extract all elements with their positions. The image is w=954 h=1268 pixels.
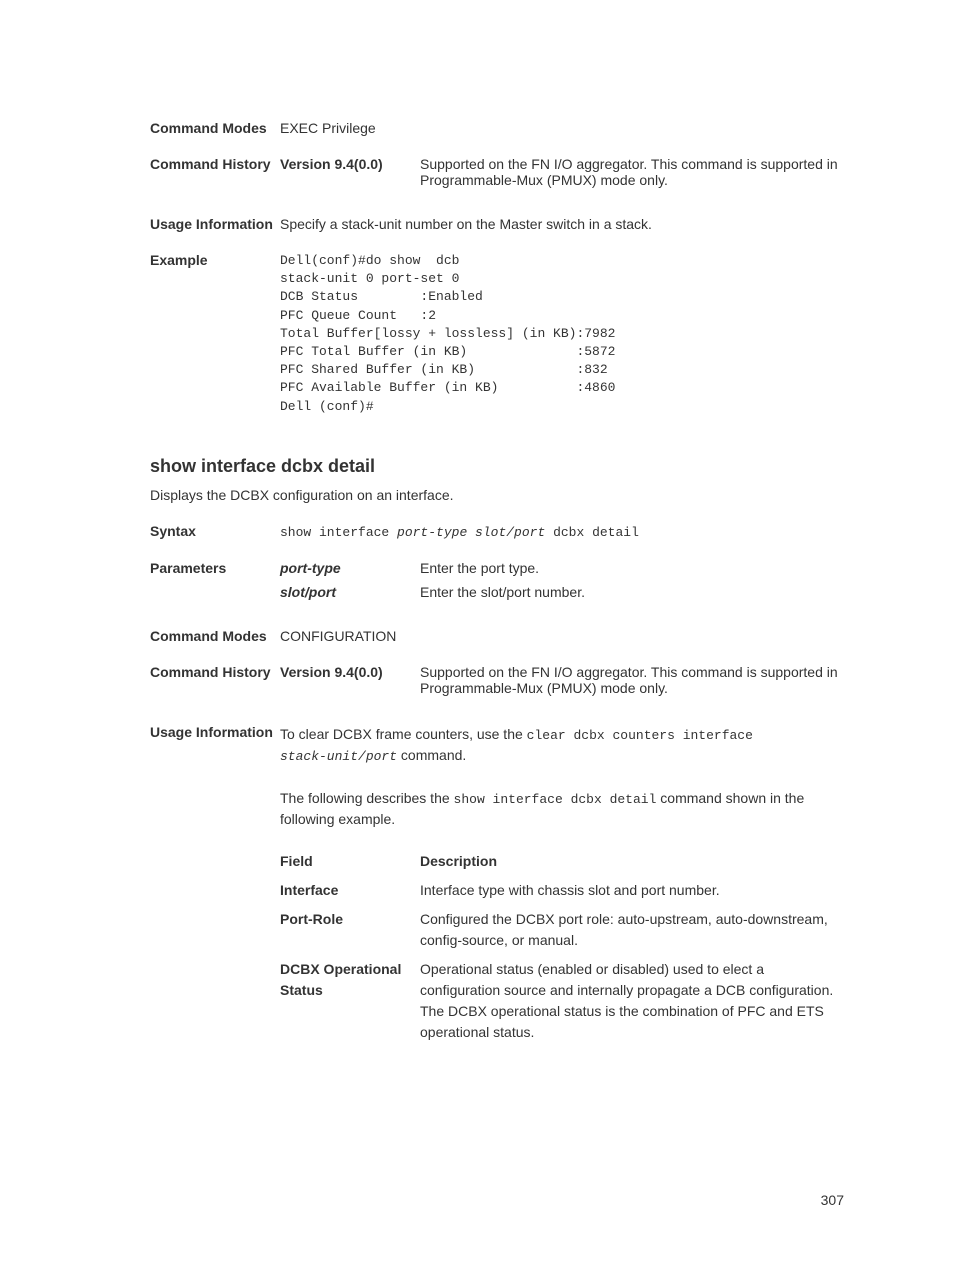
usage-2-code: stack-unit/port xyxy=(280,749,397,764)
usage-paragraph-2: The following describes the show interfa… xyxy=(280,788,844,831)
section-command-modes-row: Command Modes CONFIGURATION xyxy=(150,628,844,644)
parameters-row: Parameters port-type Enter the port type… xyxy=(150,560,844,608)
usage-3-code: show interface dcbx detail xyxy=(454,792,657,807)
history-version: Version 9.4(0.0) xyxy=(280,156,420,188)
desc-header: Description xyxy=(420,851,844,872)
example-label: Example xyxy=(150,252,280,416)
usage-2-tail: command. xyxy=(397,747,466,763)
page-container: Command Modes EXEC Privilege Command His… xyxy=(0,0,954,1268)
syntax-value: show interface port-type slot/port dcbx … xyxy=(280,525,639,540)
section-desc: Displays the DCBX configuration on an in… xyxy=(150,487,844,503)
field-portrole-desc: Configured the DCBX port role: auto-upst… xyxy=(420,909,844,951)
param-port-type-desc: Enter the port type. xyxy=(420,560,844,576)
usage-info-text: Specify a stack-unit number on the Maste… xyxy=(280,216,844,232)
parameters-label: Parameters xyxy=(150,560,280,608)
section-history-text: Supported on the FN I/O aggregator. This… xyxy=(420,664,844,696)
param-slot-port: slot/port xyxy=(280,584,420,600)
command-history-label: Command History xyxy=(150,156,280,196)
example-code: Dell(conf)#do show dcb stack-unit 0 port… xyxy=(280,252,844,416)
section-command-history-row: Command History Version 9.4(0.0) Support… xyxy=(150,664,844,704)
field-portrole: Port-Role xyxy=(280,909,420,951)
section-command-modes-label: Command Modes xyxy=(150,628,280,644)
section-title: show interface dcbx detail xyxy=(150,456,844,477)
history-text: Supported on the FN I/O aggregator. This… xyxy=(420,156,844,188)
field-header: Field xyxy=(280,851,420,872)
field-interface: Interface xyxy=(280,880,420,901)
usage-info-label: Usage Information xyxy=(150,216,280,232)
command-history-row: Command History Version 9.4(0.0) Support… xyxy=(150,156,844,196)
usage-paragraph-1: To clear DCBX frame counters, use the cl… xyxy=(280,724,844,767)
usage-3a: The following describes the xyxy=(280,790,454,806)
command-modes-label: Command Modes xyxy=(150,120,280,136)
section-usage-info-label: Usage Information xyxy=(150,724,280,1052)
section-command-history-label: Command History xyxy=(150,664,280,704)
param-slot-port-desc: Enter the slot/port number. xyxy=(420,584,844,600)
usage-info-row: Usage Information Specify a stack-unit n… xyxy=(150,216,844,232)
syntax-label: Syntax xyxy=(150,523,280,540)
usage-1a: To clear DCBX frame counters, use the xyxy=(280,726,527,742)
example-row: Example Dell(conf)#do show dcb stack-uni… xyxy=(150,252,844,416)
command-modes-row: Command Modes EXEC Privilege xyxy=(150,120,844,136)
syntax-suffix: dcbx detail xyxy=(545,525,639,540)
field-dcbx-op-desc: Operational status (enabled or disabled)… xyxy=(420,959,844,1043)
syntax-italic: port-type slot/port xyxy=(397,525,545,540)
command-modes-value: EXEC Privilege xyxy=(280,120,844,136)
usage-1-code: clear dcbx counters interface xyxy=(527,728,753,743)
field-interface-desc: Interface type with chassis slot and por… xyxy=(420,880,844,901)
syntax-prefix: show interface xyxy=(280,525,397,540)
param-port-type: port-type xyxy=(280,560,420,576)
section-usage-info-row: Usage Information To clear DCBX frame co… xyxy=(150,724,844,1052)
syntax-row: Syntax show interface port-type slot/por… xyxy=(150,523,844,540)
section-history-version: Version 9.4(0.0) xyxy=(280,664,420,696)
page-number: 307 xyxy=(821,1192,844,1208)
section-command-modes-value: CONFIGURATION xyxy=(280,628,844,644)
field-dcbx-op: DCBX Operational Status xyxy=(280,959,420,1043)
